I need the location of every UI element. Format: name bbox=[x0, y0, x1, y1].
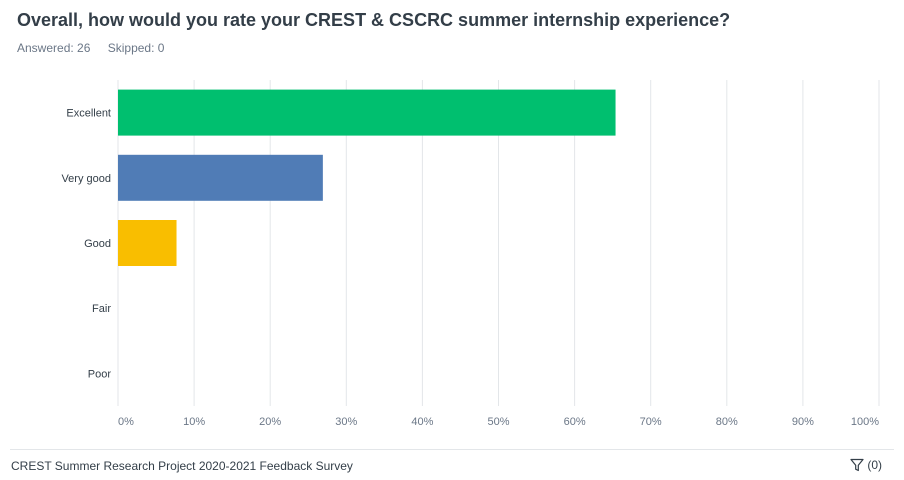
footer-divider bbox=[10, 449, 894, 450]
x-tick-label: 0% bbox=[118, 416, 134, 428]
category-label: Good bbox=[84, 238, 111, 250]
x-tick-label: 90% bbox=[792, 416, 814, 428]
filter-count: (0) bbox=[867, 458, 882, 472]
chart-canvas: 0% 10% 20% 30% 40% 50% 60% 70% 80% 90% 100% Excelle… bbox=[61, 80, 880, 428]
x-tick-label: 50% bbox=[487, 416, 509, 428]
category-label: Fair bbox=[92, 303, 111, 315]
category-label: Excellent bbox=[66, 108, 111, 120]
x-tick-label: 30% bbox=[335, 416, 357, 428]
question-title: Overall, how would you rate your CREST &… bbox=[17, 10, 731, 30]
category-label: Poor bbox=[88, 368, 112, 380]
x-tick-label: 70% bbox=[640, 416, 662, 428]
bar[interactable] bbox=[118, 154, 323, 201]
skipped-count: Skipped: 0 bbox=[107, 41, 165, 55]
x-tick-label: 20% bbox=[259, 416, 281, 428]
x-tick-label: 40% bbox=[411, 416, 433, 428]
bar[interactable] bbox=[118, 89, 616, 136]
x-tick-label: 60% bbox=[564, 416, 586, 428]
bar-chart: 0% 10% 20% 30% 40% 50% 60% 70% 80% 90% 100% Excelle… bbox=[0, 72, 904, 442]
x-tick-label: 80% bbox=[716, 416, 738, 428]
filter-button[interactable]: (0) bbox=[850, 458, 882, 472]
category-label: Very good bbox=[61, 173, 111, 185]
x-tick-label: 10% bbox=[183, 416, 205, 428]
answered-count: Answered: 26 bbox=[17, 41, 91, 55]
response-stats: Answered: 26 Skipped: 0 bbox=[17, 41, 178, 55]
bar[interactable] bbox=[118, 220, 177, 266]
survey-title: CREST Summer Research Project 2020-2021 … bbox=[11, 459, 353, 473]
filter-icon bbox=[850, 458, 864, 472]
x-tick-label: 100% bbox=[851, 416, 879, 428]
